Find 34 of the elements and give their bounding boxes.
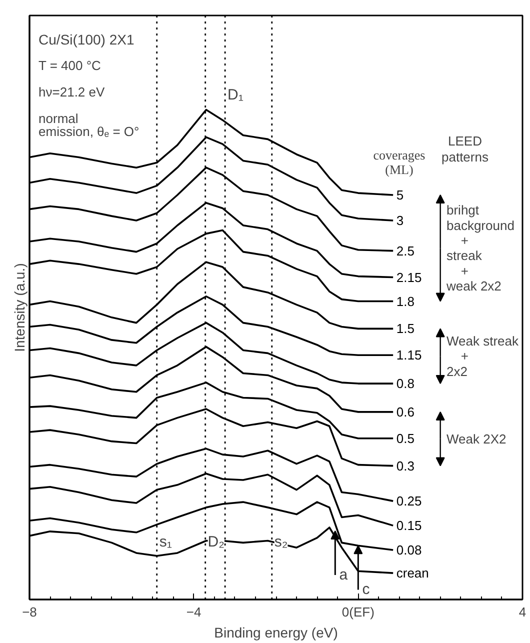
annotation: a (339, 566, 348, 584)
ref-line-label: s₁ (159, 534, 172, 551)
x-tick-label: −4 (186, 604, 202, 620)
annotation: c (362, 581, 370, 598)
series-label: 0.5 (396, 430, 414, 446)
x-axis-title: Binding energy (eV) (214, 624, 338, 640)
chart-title: Cu/Si(100) 2X1 (38, 32, 134, 48)
annotation: Weak streak + 2x2 (446, 333, 520, 379)
series-label: 0.15 (396, 518, 422, 534)
legend-label: 0.3 (396, 458, 414, 474)
series-label: 1.15 (396, 348, 422, 363)
x-tick-label: 4 (518, 604, 526, 620)
series-label: crean (396, 566, 429, 581)
annotation: brihgt background + streak + weak 2x2 (445, 202, 514, 294)
y-axis-title: Intensity (a.u.) (12, 263, 28, 352)
series-label: 2.15 (396, 270, 422, 285)
chart-subtitle: T = 400 °C hν=21.2 eV normal emission, θₑ = O° (38, 58, 140, 139)
x-tick-label: −8 (22, 604, 37, 620)
ref-line-label: D₂ (208, 534, 225, 551)
ref-line-label: s₂ (274, 534, 288, 551)
legend-label: 1.8 (396, 294, 414, 309)
series-label: 5 (396, 188, 404, 202)
x-tick-label: 0(EF) (342, 604, 374, 620)
ref-line-label: D₁ (228, 86, 244, 104)
series-label: 2.5 (396, 243, 414, 258)
legend-title: coverages (ML) (373, 148, 426, 177)
series-label: 3 (396, 212, 404, 228)
series-label: 0.25 (396, 494, 422, 509)
annotation: Weak 2X2 (446, 431, 506, 446)
series-label: 0.08 (396, 542, 422, 558)
legend-label: 0.8 (396, 376, 414, 392)
annotation: LEED patterns (441, 133, 489, 165)
legend-label: 1.5 (396, 321, 414, 336)
legend-label: 0.6 (396, 404, 414, 420)
